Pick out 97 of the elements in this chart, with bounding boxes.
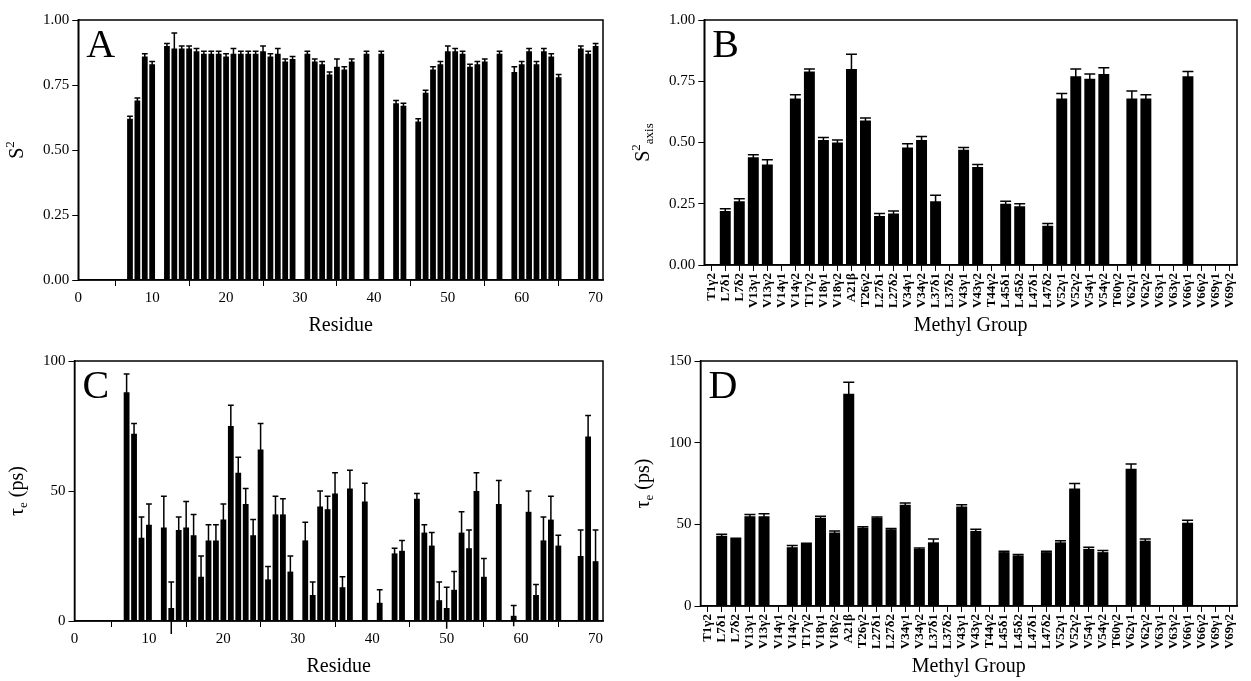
x-tick-label: 30 — [290, 629, 306, 646]
x-tick-label: V13γ1 — [741, 614, 757, 650]
x-tick-label: V52γ1 — [1053, 273, 1069, 309]
x-tick-label: T1γ2 — [702, 273, 718, 301]
x-tick-label: V69γ2 — [1221, 614, 1237, 650]
x-tick-label: V62γ1 — [1123, 273, 1139, 309]
x-tick-label: 30 — [292, 288, 308, 305]
x-tick-label: L45δ1 — [995, 614, 1011, 649]
y-axis-title: τe (ps) — [5, 466, 31, 516]
x-tick-label: L45δ2 — [1009, 614, 1025, 649]
x-tick-label: V54γ2 — [1094, 614, 1110, 650]
x-tick-label: L27δ1 — [868, 614, 884, 649]
x-tick-label: L47δ1 — [1023, 614, 1039, 649]
x-tick-label: L47δ2 — [1037, 614, 1053, 649]
x-tick-label: L45δ1 — [997, 273, 1013, 308]
y-tick-label: 0 — [684, 596, 692, 613]
annotation: A — [86, 20, 116, 66]
x-tick-label: L45δ2 — [1011, 273, 1027, 308]
x-tick-label: T26γ2 — [854, 614, 870, 649]
x-tick-label: V62γ2 — [1137, 273, 1153, 309]
x-tick-label: V69γ1 — [1207, 273, 1223, 309]
x-tick-label: 20 — [218, 288, 234, 305]
y-tick-label: 0.25 — [669, 194, 696, 211]
x-tick-label: L37δ2 — [938, 614, 954, 649]
x-tick-label: L7δ1 — [713, 614, 729, 643]
x-tick-label: 0 — [74, 288, 82, 305]
y-tick-label: 1.00 — [669, 10, 696, 27]
x-tick-label: 10 — [144, 288, 160, 305]
x-axis-title: Residue — [306, 654, 372, 677]
x-tick-label: L47δ1 — [1025, 273, 1041, 308]
y-tick-label: 50 — [50, 481, 66, 498]
x-tick-label: V62γ1 — [1122, 614, 1138, 650]
x-tick-label: L27δ2 — [884, 273, 900, 308]
x-tick-label: V43γ1 — [954, 273, 970, 309]
x-tick-label: V13γ2 — [755, 614, 771, 650]
x-tick-label: V54γ2 — [1095, 273, 1111, 309]
y-axis-title: S2 — [2, 141, 28, 159]
x-tick-label: V66γ2 — [1193, 614, 1209, 650]
x-tick-label: 10 — [141, 629, 157, 646]
x-axis-title: Residue — [308, 313, 373, 336]
x-tick-label: L47δ2 — [1039, 273, 1055, 308]
y-tick-label: 1.00 — [43, 10, 70, 27]
y-tick-label: 0.75 — [43, 75, 70, 92]
x-tick-label: T60γ2 — [1109, 273, 1125, 308]
y-axis-title: S2axis — [628, 123, 657, 162]
x-tick-label: 40 — [364, 629, 380, 646]
x-tick-label: V66γ1 — [1179, 273, 1195, 309]
x-tick-label: L7δ2 — [727, 614, 743, 643]
y-tick-label: 0.75 — [669, 72, 696, 89]
x-tick-label: V69γ1 — [1207, 614, 1223, 650]
x-tick-label: T60γ2 — [1108, 614, 1124, 649]
x-tick-label: 50 — [440, 288, 456, 305]
x-tick-label: 50 — [439, 629, 455, 646]
y-tick-label: 150 — [669, 351, 692, 368]
x-tick-label: V62γ2 — [1136, 614, 1152, 650]
y-tick-label: 0.50 — [669, 133, 696, 150]
x-tick-label: V52γ2 — [1066, 614, 1081, 650]
x-tick-label: 70 — [588, 629, 604, 646]
annotation: D — [708, 361, 738, 407]
x-tick-label: 60 — [514, 288, 530, 305]
x-tick-label: V13γ1 — [744, 273, 760, 309]
x-tick-label: 40 — [366, 288, 382, 305]
x-tick-label: V66γ2 — [1193, 273, 1209, 309]
x-tick-label: V52γ2 — [1067, 273, 1083, 309]
x-axis-title: Methyl Group — [911, 654, 1026, 678]
x-tick-label: 20 — [215, 629, 231, 646]
annotation: B — [712, 20, 739, 66]
x-tick-label: T1γ2 — [698, 614, 714, 642]
x-tick-label: V43γ1 — [953, 614, 969, 650]
x-tick-label: V63γ1 — [1151, 273, 1167, 309]
x-tick-label: V69γ2 — [1221, 273, 1237, 309]
y-axis-title: τe (ps) — [631, 458, 657, 509]
x-tick-label: L37δ2 — [940, 273, 956, 308]
x-tick-label: L27δ2 — [882, 614, 898, 649]
y-tick-label: 100 — [669, 433, 692, 450]
x-tick-label: V52γ1 — [1051, 614, 1067, 650]
y-tick-label: 100 — [43, 351, 66, 368]
x-tick-label: L7δ2 — [730, 273, 746, 302]
y-tick-label: 0.50 — [43, 140, 70, 157]
x-tick-label: 70 — [588, 288, 604, 305]
x-tick-label: T44γ2 — [983, 273, 999, 308]
y-tick-label: 0.00 — [43, 270, 70, 287]
x-tick-label: V54γ1 — [1080, 614, 1096, 650]
x-tick-label: 60 — [513, 629, 529, 646]
x-tick-label: T44γ2 — [981, 614, 997, 649]
x-tick-label: V54γ1 — [1081, 273, 1097, 309]
x-tick-label: V34γ1 — [896, 614, 912, 650]
x-tick-label: V43γ2 — [967, 614, 983, 650]
annotation: C — [82, 361, 110, 407]
x-tick-label: V63γ2 — [1165, 273, 1181, 309]
y-tick-label: 50 — [676, 515, 692, 532]
x-tick-label: A21β — [840, 613, 856, 644]
x-axis-title: Methyl Group — [913, 313, 1028, 337]
x-tick-label: V34γ1 — [898, 273, 914, 309]
x-tick-label: V14γ1 — [769, 614, 785, 650]
y-tick-label: 0.00 — [669, 255, 696, 272]
y-tick-label: 0.25 — [43, 205, 70, 222]
